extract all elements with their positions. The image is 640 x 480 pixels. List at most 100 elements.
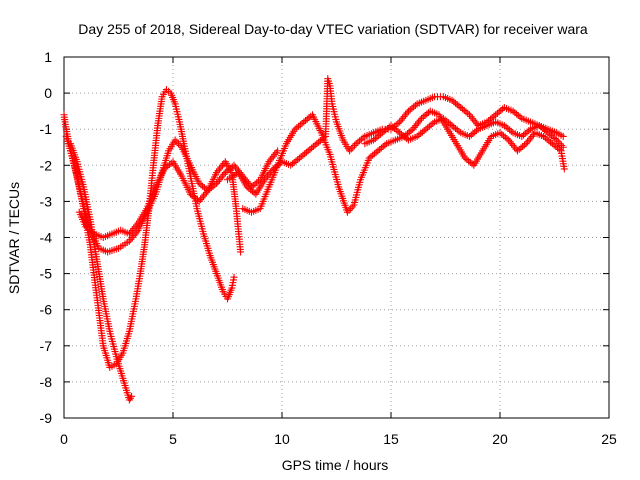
data-point-track-e [297, 153, 305, 161]
data-point-track-d [190, 193, 198, 201]
data-point-track-e [359, 134, 367, 142]
data-point-track-g [542, 127, 550, 135]
data-point-track-e [250, 189, 258, 197]
data-point-track-e [455, 102, 463, 110]
data-point-track-f [543, 135, 551, 143]
data-point-track-f [367, 153, 375, 161]
data-point-track-g [380, 127, 388, 135]
data-point-track-f [419, 113, 427, 121]
y-tick-label: -9 [40, 410, 53, 426]
data-point-track-f [372, 148, 380, 156]
x-tick-label: 20 [492, 431, 508, 447]
data-point-track-g [559, 143, 567, 151]
data-point-track-f [379, 143, 387, 151]
data-point-track-g [551, 135, 559, 143]
data-point-track-g [547, 132, 555, 140]
data-point-track-g [439, 114, 447, 122]
data-point-track-e [294, 156, 302, 164]
data-point-track-f [347, 205, 355, 213]
data-point-track-g [448, 122, 456, 130]
data-point-track-e [288, 160, 296, 168]
x-tick-label: 0 [60, 431, 68, 447]
data-point-track-e [352, 140, 360, 148]
data-point-track-d [162, 163, 170, 171]
data-point-track-d [237, 248, 245, 256]
data-point-track-g [397, 130, 405, 138]
y-tick-label: 0 [44, 85, 52, 101]
data-point-track-g [382, 126, 390, 134]
data-point-track-g [390, 124, 398, 132]
data-point-track-e [450, 98, 458, 106]
data-point-track-f [376, 145, 384, 153]
data-point-track-g [500, 122, 508, 130]
data-point-track-g [417, 130, 425, 138]
data-point-track-e [301, 150, 309, 158]
data-point-track-c [251, 180, 259, 188]
data-point-track-e [488, 114, 496, 122]
data-point-track-e [513, 110, 521, 118]
data-point-track-f [545, 137, 553, 145]
data-point-track-f [374, 147, 382, 155]
data-point-track-e [490, 112, 498, 120]
data-point-track-e [302, 148, 310, 156]
data-point-track-e [292, 157, 300, 165]
data-point-track-f [498, 130, 506, 138]
data-point-track-f [560, 165, 568, 173]
data-point-track-g [413, 132, 421, 140]
data-point-track-g [520, 131, 528, 139]
data-point-track-d [82, 223, 90, 231]
data-point-track-g [384, 124, 392, 132]
y-tick-label: -6 [40, 302, 53, 318]
data-point-track-e [245, 184, 253, 192]
data-point-track-g [373, 133, 381, 141]
y-tick-label: -8 [40, 374, 53, 390]
data-point-track-d [85, 226, 93, 234]
data-point-track-e [448, 96, 456, 104]
x-tick-label: 10 [274, 431, 290, 447]
data-point-track-g [422, 125, 430, 133]
data-point-track-e [464, 109, 472, 117]
data-point-track-b [128, 392, 136, 400]
data-point-track-f [404, 130, 412, 138]
data-point-track-f [503, 135, 511, 143]
data-point-track-c [200, 184, 208, 192]
data-point-track-g [424, 124, 432, 132]
y-tick-label: -5 [40, 266, 53, 282]
data-point-track-e [290, 158, 298, 166]
data-point-track-e [460, 106, 468, 114]
data-point-track-g [471, 128, 479, 136]
data-point-track-f [519, 143, 527, 151]
data-point-track-f [466, 158, 474, 166]
y-tick-label: -4 [40, 230, 53, 246]
data-point-track-e [309, 143, 317, 151]
data-point-track-f [515, 145, 523, 153]
data-point-track-g [450, 123, 458, 131]
y-tick-label: -3 [40, 193, 53, 209]
x-axis-label: GPS time / hours [282, 457, 389, 473]
data-point-track-e [247, 186, 255, 194]
data-point-track-f [463, 156, 471, 164]
data-point-track-g [427, 121, 435, 129]
data-point-track-f [300, 118, 308, 126]
data-point-track-f [501, 133, 509, 141]
data-point-track-f [541, 134, 549, 142]
data-point-track-e [493, 109, 501, 117]
data-point-track-f [298, 119, 306, 127]
data-point-track-d [160, 165, 168, 173]
data-point-track-e [313, 140, 321, 148]
data-point-track-e [304, 147, 312, 155]
data-point-track-g [370, 136, 378, 144]
data-point-track-g [420, 127, 428, 135]
data-point-track-g [539, 124, 547, 132]
data-point-track-g [443, 117, 451, 125]
data-point-track-g [418, 128, 426, 136]
data-point-track-f [305, 114, 313, 122]
data-point-track-g [377, 130, 385, 138]
data-point-track-g [396, 129, 404, 137]
data-point-track-f [555, 145, 563, 153]
data-point-track-e [492, 111, 500, 119]
data-point-track-e [315, 138, 323, 146]
data-point-track-e [357, 135, 365, 143]
data-point-track-c [221, 169, 229, 177]
